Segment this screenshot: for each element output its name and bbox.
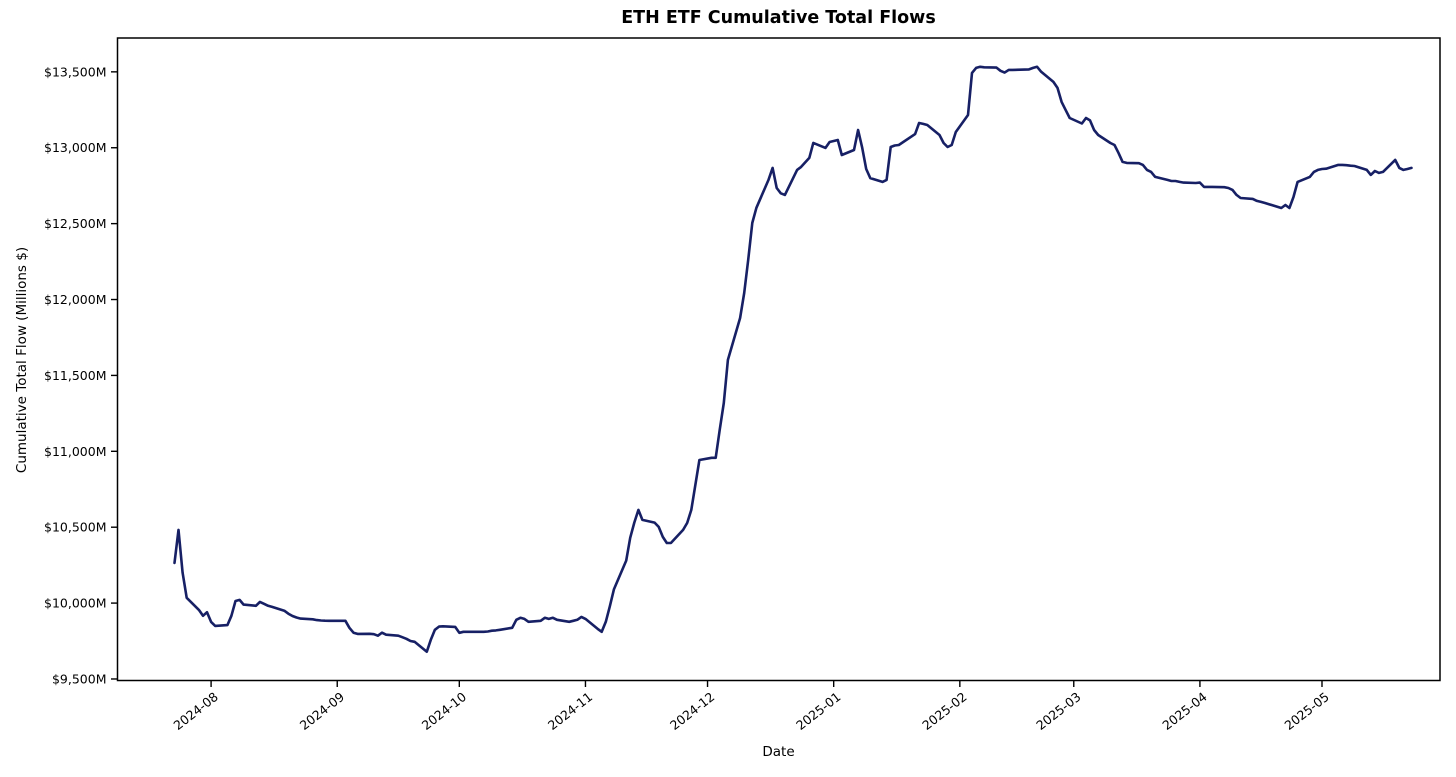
y-tick-label: $11,000M — [44, 444, 106, 459]
x-tick-label: 2024-10 — [419, 689, 469, 733]
x-tick-label: 2025-04 — [1159, 689, 1209, 733]
x-tick-label: 2024-11 — [545, 689, 595, 733]
x-tick-label: 2024-12 — [667, 689, 717, 733]
y-tick-label: $10,500M — [44, 520, 106, 535]
chart-title: ETH ETF Cumulative Total Flows — [621, 8, 936, 28]
flow-line — [173, 65, 1413, 654]
x-tick-label: 2025-01 — [793, 689, 843, 733]
y-tick-label: $12,500M — [44, 216, 106, 231]
x-tick-label: 2025-02 — [919, 689, 969, 733]
y-tick-label: $11,500M — [44, 368, 106, 383]
x-tick-label: 2025-03 — [1033, 689, 1083, 733]
plot-frame — [116, 37, 1441, 682]
y-tick-label: $13,000M — [44, 140, 106, 155]
y-tick-label: $12,000M — [44, 292, 106, 307]
y-tick-label: $13,500M — [44, 64, 106, 79]
x-tick-label: 2024-08 — [171, 689, 221, 733]
y-tick-label: $10,000M — [44, 596, 106, 611]
y-axis-label: Cumulative Total Flow (Millions $) — [14, 246, 30, 474]
x-axis-label: Date — [762, 744, 795, 760]
x-tick-label: 2024-09 — [297, 689, 347, 733]
x-tick-label: 2025-05 — [1281, 689, 1331, 733]
y-tick-label: $9,500M — [52, 671, 107, 686]
